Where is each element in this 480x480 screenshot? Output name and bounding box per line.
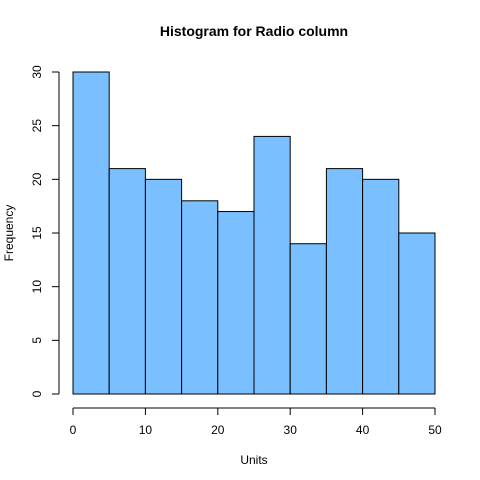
y-tick-label-6: 30 <box>30 65 44 79</box>
x-tick-label-5: 50 <box>428 423 442 437</box>
x-tick-label-4: 40 <box>356 423 370 437</box>
x-tick-label-2: 20 <box>211 423 225 437</box>
y-tick-label-1: 5 <box>30 337 44 344</box>
bars-group <box>72 71 436 395</box>
histogram-bar-1 <box>108 168 146 395</box>
histogram-bar-8 <box>362 178 400 395</box>
y-tick-label-5: 25 <box>30 119 44 133</box>
y-tick-label-0: 0 <box>30 390 44 397</box>
histogram-bar-3 <box>181 200 219 395</box>
x-tick-label-0: 0 <box>70 423 77 437</box>
histogram-bar-2 <box>144 178 183 395</box>
x-axis-label: Units <box>240 453 267 467</box>
y-axis-label: Frequency <box>2 205 16 262</box>
y-tick-label-3: 15 <box>30 226 44 240</box>
y-tick-label-4: 20 <box>30 172 44 186</box>
x-tick-label-1: 10 <box>139 423 153 437</box>
y-tick-label-2: 10 <box>30 280 44 294</box>
histogram-bar-0 <box>72 71 110 395</box>
histogram-bar-6 <box>289 243 327 395</box>
histogram-bar-7 <box>325 168 364 395</box>
chart-title: Histogram for Radio column <box>160 23 348 39</box>
histogram-bar-4 <box>217 211 255 395</box>
y-axis: 0 5 10 15 20 25 30 <box>30 65 60 397</box>
histogram-bar-5 <box>253 135 291 395</box>
x-tick-label-3: 30 <box>284 423 298 437</box>
x-axis: 0 10 20 30 40 50 <box>70 407 442 437</box>
histogram-bar-9 <box>398 232 436 395</box>
